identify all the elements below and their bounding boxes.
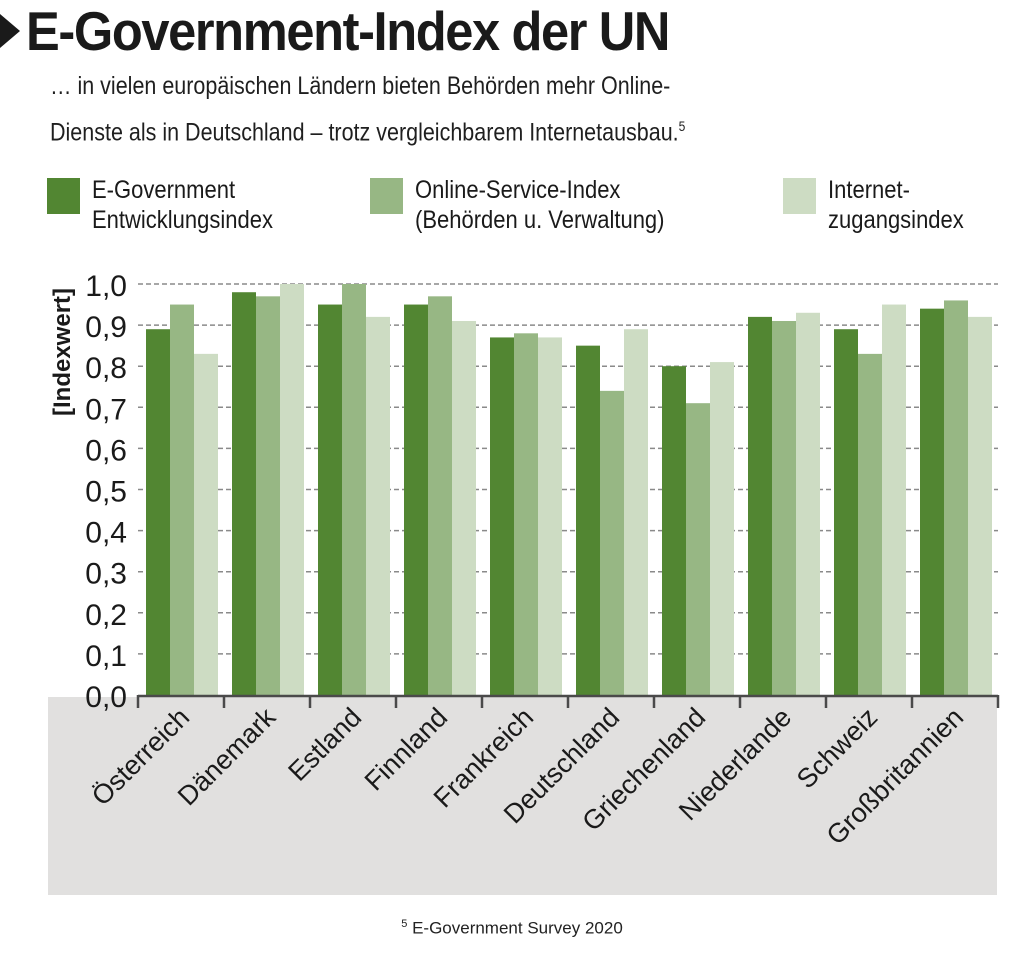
bar	[882, 304, 906, 695]
bar	[232, 292, 256, 695]
y-tick-label: 1,0	[85, 270, 127, 303]
bar	[796, 312, 820, 695]
x-axis	[136, 694, 1000, 708]
subtitle-line-2: Dienste als in Deutschland – trotz vergl…	[50, 106, 685, 152]
legend-label-internet: Internet- zugangsindex	[828, 175, 964, 235]
legend-item-online-service: Online-Service-Index (Behörden u. Verwal…	[370, 175, 699, 235]
subtitle-line-2-text: Dienste als in Deutschland – trotz vergl…	[50, 118, 679, 147]
subtitle-line-1: … in vielen europäischen Ländern bieten …	[50, 72, 671, 100]
y-axis-label: [Indexwert]	[49, 288, 76, 416]
footnote: 5 E-Government Survey 2020	[0, 918, 1024, 939]
bar	[318, 304, 342, 695]
bar	[710, 362, 734, 695]
footnote-number: 5	[401, 918, 408, 930]
y-tick-label: 0,3	[85, 558, 127, 591]
y-tick-label: 0,7	[85, 393, 127, 426]
y-tick-label: 0,1	[85, 640, 127, 673]
chart-title: E-Government-Index der UN	[26, 0, 670, 62]
legend-label-line: E-Government	[92, 176, 236, 204]
bar	[686, 403, 710, 695]
y-tick-label: 0,0	[85, 681, 127, 714]
bar	[490, 337, 514, 695]
y-axis-tick-labels: 0,0 0,1 0,2 0,3 0,4 0,5 0,6 0,7 0,8 0,9 1,0	[85, 270, 127, 714]
bar	[256, 296, 280, 695]
legend-swatch-egov	[47, 178, 80, 214]
legend-label-egov: E-Government Entwicklungsindex	[92, 175, 273, 235]
bar	[920, 308, 944, 695]
bar	[194, 353, 218, 695]
legend-label-online-service: Online-Service-Index (Behörden u. Verwal…	[415, 175, 664, 235]
bar	[280, 284, 304, 695]
legend-item-egov: E-Government Entwicklungsindex	[47, 175, 298, 235]
y-tick-label: 0,2	[85, 599, 127, 632]
bar	[366, 316, 390, 695]
footnote-text: E-Government Survey 2020	[412, 918, 623, 938]
legend-label-line: zugangsindex	[828, 206, 964, 234]
bar	[662, 366, 686, 695]
legend-label-line: Entwicklungsindex	[92, 206, 273, 234]
bar	[538, 337, 562, 695]
bars	[146, 284, 992, 695]
bar	[600, 390, 624, 695]
y-tick-label: 0,4	[85, 517, 127, 550]
legend-label-line: (Behörden u. Verwaltung)	[415, 206, 665, 234]
triangle-arrow-icon	[0, 14, 20, 48]
bar	[624, 329, 648, 695]
title-block: E-Government-Index der UN	[0, 0, 725, 62]
bar	[428, 296, 452, 695]
chart-subtitle: … in vielen europäischen Ländern bieten …	[50, 66, 685, 152]
bar	[404, 304, 428, 695]
legend-label-line: Online-Service-Index	[415, 176, 621, 204]
bar	[858, 353, 882, 695]
bar	[944, 300, 968, 695]
legend-label-line: Internet-	[828, 176, 910, 204]
bar	[968, 316, 992, 695]
y-tick-label: 0,5	[85, 476, 127, 509]
legend-swatch-online-service	[370, 178, 403, 214]
bar	[170, 304, 194, 695]
y-tick-label: 0,8	[85, 352, 127, 385]
legend-item-internet: Internet- zugangsindex	[783, 175, 982, 235]
legend-swatch-internet	[783, 178, 816, 214]
bar	[748, 316, 772, 695]
footnote-ref: 5	[678, 118, 686, 134]
bar	[772, 320, 796, 695]
bar	[146, 329, 170, 695]
bar	[342, 284, 366, 695]
x-axis-background	[48, 697, 997, 895]
y-tick-label: 0,9	[85, 311, 127, 344]
bar	[452, 320, 476, 695]
y-tick-label: 0,6	[85, 434, 127, 467]
bar	[576, 345, 600, 695]
bar	[834, 329, 858, 695]
legend: E-Government Entwicklungsindex Online-Se…	[0, 175, 1024, 245]
bar	[514, 333, 538, 695]
